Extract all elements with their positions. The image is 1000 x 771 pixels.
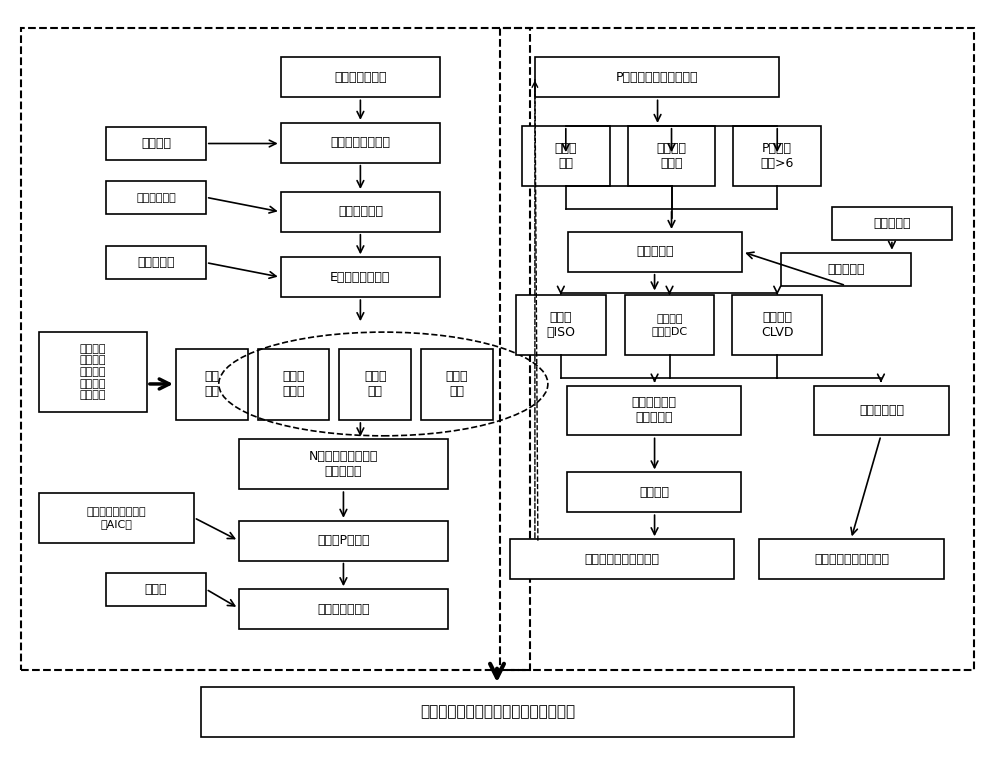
FancyBboxPatch shape bbox=[510, 539, 734, 579]
FancyBboxPatch shape bbox=[281, 123, 440, 163]
FancyBboxPatch shape bbox=[567, 473, 741, 512]
Text: 布置微震传感器: 布置微震传感器 bbox=[334, 71, 387, 84]
FancyBboxPatch shape bbox=[39, 493, 194, 543]
FancyBboxPatch shape bbox=[625, 295, 714, 355]
Text: 震源沙滩球: 震源沙滩球 bbox=[873, 217, 911, 230]
Text: 破裂类型: 破裂类型 bbox=[639, 486, 669, 499]
FancyBboxPatch shape bbox=[733, 126, 821, 186]
FancyBboxPatch shape bbox=[201, 687, 794, 736]
FancyBboxPatch shape bbox=[281, 58, 440, 97]
Text: 平均衰
减比: 平均衰 减比 bbox=[446, 370, 468, 399]
Text: 震源矩张量: 震源矩张量 bbox=[636, 245, 674, 258]
FancyBboxPatch shape bbox=[239, 439, 448, 490]
Text: 张拉、剪切、混合破裂: 张拉、剪切、混合破裂 bbox=[585, 553, 660, 566]
Text: 纯剪切破
坏部分DC: 纯剪切破 坏部分DC bbox=[651, 314, 688, 335]
FancyBboxPatch shape bbox=[239, 589, 448, 629]
FancyBboxPatch shape bbox=[106, 247, 206, 279]
FancyBboxPatch shape bbox=[106, 573, 206, 606]
Text: 局部赤迟信息准则法
（AIC）: 局部赤迟信息准则法 （AIC） bbox=[87, 507, 146, 529]
Text: 剪切部分占总
矩张量比重: 剪切部分占总 矩张量比重 bbox=[632, 396, 677, 425]
Text: 波形偏
离值: 波形偏 离值 bbox=[364, 370, 387, 399]
FancyBboxPatch shape bbox=[258, 348, 329, 420]
Text: 高精度P波到时: 高精度P波到时 bbox=[317, 534, 370, 547]
FancyBboxPatch shape bbox=[339, 348, 411, 420]
Text: 长短时窗法: 长短时窗法 bbox=[137, 257, 175, 270]
Text: 带通滤波: 带通滤波 bbox=[141, 137, 171, 150]
Text: P波初至振幅及初动信息: P波初至振幅及初动信息 bbox=[616, 71, 698, 84]
FancyBboxPatch shape bbox=[239, 520, 448, 561]
Text: 走向、倾向、断层夹角: 走向、倾向、断层夹角 bbox=[814, 553, 889, 566]
Text: 定位点
坐标: 定位点 坐标 bbox=[555, 142, 577, 170]
Text: N个水力压裂诱发有
效微震事件: N个水力压裂诱发有 效微震事件 bbox=[309, 450, 378, 478]
FancyBboxPatch shape bbox=[832, 207, 952, 240]
Text: 空间方位信息: 空间方位信息 bbox=[859, 404, 904, 417]
Text: 背景噪音幅值: 背景噪音幅值 bbox=[136, 193, 176, 203]
FancyBboxPatch shape bbox=[176, 348, 248, 420]
Text: 平均
频率: 平均 频率 bbox=[204, 370, 219, 399]
Text: 波形数据连续采集: 波形数据连续采集 bbox=[330, 136, 390, 150]
Text: 微震传感
器坐标: 微震传感 器坐标 bbox=[657, 142, 687, 170]
Text: 迭代法: 迭代法 bbox=[145, 583, 167, 596]
FancyBboxPatch shape bbox=[781, 253, 911, 285]
Text: E个有效微震事件: E个有效微震事件 bbox=[330, 271, 391, 284]
FancyBboxPatch shape bbox=[522, 126, 610, 186]
Text: 定位事件点坐标: 定位事件点坐标 bbox=[317, 603, 370, 615]
FancyBboxPatch shape bbox=[814, 386, 949, 436]
FancyBboxPatch shape bbox=[732, 295, 822, 355]
FancyBboxPatch shape bbox=[39, 332, 147, 412]
FancyBboxPatch shape bbox=[567, 386, 741, 436]
Text: 其他部分
CLVD: 其他部分 CLVD bbox=[761, 311, 793, 338]
Text: 区分水力
压裂和采
动影响诱
发的有效
微震事件: 区分水力 压裂和采 动影响诱 发的有效 微震事件 bbox=[80, 344, 106, 400]
FancyBboxPatch shape bbox=[759, 539, 944, 579]
FancyBboxPatch shape bbox=[281, 192, 440, 232]
FancyBboxPatch shape bbox=[281, 258, 440, 297]
FancyBboxPatch shape bbox=[106, 127, 206, 160]
Text: 事件筛选窗口: 事件筛选窗口 bbox=[338, 205, 383, 218]
FancyBboxPatch shape bbox=[628, 126, 715, 186]
FancyBboxPatch shape bbox=[535, 58, 779, 97]
FancyBboxPatch shape bbox=[568, 232, 742, 272]
Text: 同性部
分ISO: 同性部 分ISO bbox=[546, 311, 575, 338]
FancyBboxPatch shape bbox=[516, 295, 606, 355]
FancyBboxPatch shape bbox=[106, 181, 206, 214]
Text: P波振幅
数量>6: P波振幅 数量>6 bbox=[761, 142, 794, 170]
Text: 矩张量分解: 矩张量分解 bbox=[827, 263, 865, 275]
FancyBboxPatch shape bbox=[421, 348, 493, 420]
Text: 幅值增
长速率: 幅值增 长速率 bbox=[282, 370, 305, 399]
Text: 煤岩水力压裂裂缝微震定位及扩展机理: 煤岩水力压裂裂缝微震定位及扩展机理 bbox=[420, 704, 575, 719]
